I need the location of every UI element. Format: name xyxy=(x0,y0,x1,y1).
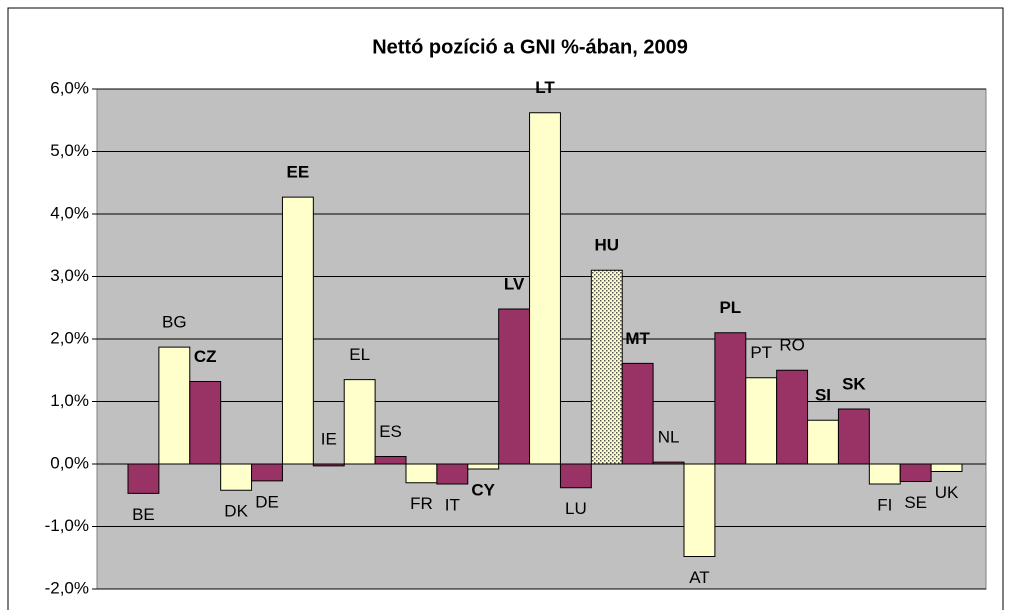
bar xyxy=(498,308,531,465)
category-label: LV xyxy=(504,274,525,293)
bar xyxy=(868,463,901,485)
category-label: IT xyxy=(445,495,460,514)
category-label: NL xyxy=(658,428,680,447)
category-label: IE xyxy=(321,429,337,448)
bar xyxy=(405,463,438,484)
category-label: BE xyxy=(132,505,155,524)
category-label: CY xyxy=(471,480,495,499)
category-label: LU xyxy=(565,499,587,518)
category-label: BG xyxy=(162,313,187,332)
bar xyxy=(559,463,592,489)
y-tick-label: -2,0% xyxy=(45,578,89,597)
bar xyxy=(281,196,314,465)
category-label: CZ xyxy=(194,347,217,366)
bar xyxy=(436,463,469,485)
category-label: PT xyxy=(750,343,772,362)
y-tick-label: 4,0% xyxy=(50,203,89,222)
bar xyxy=(930,463,963,472)
y-tick-label: 2,0% xyxy=(50,328,89,347)
category-label: PL xyxy=(719,298,741,317)
chart-title: Nettó pozíció a GNI %-ában, 2009 xyxy=(372,36,688,58)
bar xyxy=(776,369,809,465)
bar xyxy=(189,381,222,465)
bar xyxy=(529,112,561,465)
y-tick-label: 6,0% xyxy=(50,78,89,97)
bar xyxy=(837,408,870,465)
y-tick-label: 0,0% xyxy=(50,453,89,472)
bar xyxy=(343,379,376,465)
bar xyxy=(714,332,747,465)
category-label: ES xyxy=(379,422,402,441)
bar xyxy=(807,419,839,465)
bar xyxy=(590,269,623,465)
bar xyxy=(683,463,716,557)
y-tick-label: 3,0% xyxy=(50,266,89,285)
bar xyxy=(899,463,932,482)
category-label: HU xyxy=(594,236,619,255)
bar xyxy=(251,463,283,482)
bar xyxy=(158,346,191,465)
bar xyxy=(467,463,500,470)
category-label: SK xyxy=(842,374,866,393)
y-tick-label: 1,0% xyxy=(50,391,89,410)
category-label: FI xyxy=(877,495,892,514)
category-label: LT xyxy=(535,78,555,97)
category-label: SI xyxy=(815,386,831,405)
y-tick-label: -1,0% xyxy=(45,516,89,535)
bar xyxy=(127,463,160,494)
y-tick-label: 5,0% xyxy=(50,141,89,160)
category-label: AT xyxy=(689,568,709,587)
category-label: MT xyxy=(625,329,650,348)
category-label: RO xyxy=(779,336,805,355)
category-label: DK xyxy=(224,502,248,521)
category-label: EE xyxy=(287,163,310,182)
category-label: EL xyxy=(349,345,370,364)
category-label: DE xyxy=(255,492,279,511)
category-label: FR xyxy=(410,494,433,513)
bar xyxy=(374,456,407,465)
bar xyxy=(745,377,778,465)
bar xyxy=(621,362,654,465)
category-label: UK xyxy=(935,483,959,502)
bar xyxy=(220,463,253,491)
chart-border xyxy=(7,7,1004,610)
category-label: SE xyxy=(904,493,927,512)
